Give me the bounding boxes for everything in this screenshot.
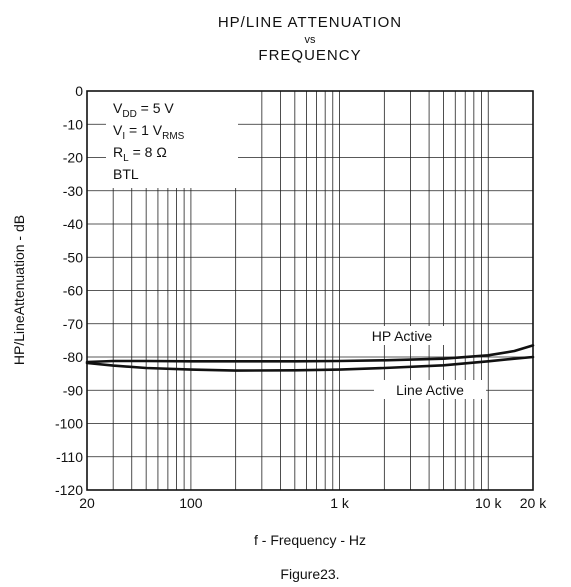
y-tick-label: -120 bbox=[55, 482, 83, 498]
x-tick-label: 20 bbox=[79, 495, 95, 511]
line-active-label-bg bbox=[374, 380, 486, 399]
x-tick-label: 10 k bbox=[475, 495, 502, 511]
y-tick-label: -40 bbox=[63, 216, 83, 232]
y-tick-label: -70 bbox=[63, 316, 83, 332]
x-tick-label: 100 bbox=[179, 495, 203, 511]
y-tick-label: -60 bbox=[63, 283, 83, 299]
chart-title-line-1: HP/LINE ATTENUATION bbox=[218, 14, 402, 31]
x-tick-label: 1 k bbox=[330, 495, 350, 511]
y-tick-labels: 0 -10 -20 -30 -40 -50 -60 -70 -80 -90 -100 -110 -120 bbox=[55, 83, 83, 498]
chart-title-line-2: vs bbox=[305, 34, 317, 46]
series-line-hp-active bbox=[85, 344, 535, 364]
x-tick-labels: 20 100 1 k 10 k 20 k bbox=[79, 495, 547, 511]
condition-line: RL = 8 Ω bbox=[113, 144, 167, 164]
series-label-hp-active: HP Active bbox=[372, 328, 433, 344]
y-axis-title: HP/LineAttenuation - dB bbox=[11, 215, 27, 365]
plot-frame bbox=[86, 90, 534, 491]
conditions-box bbox=[106, 91, 238, 188]
y-tick-label: -100 bbox=[55, 416, 83, 432]
chart-title-line-3: FREQUENCY bbox=[258, 47, 361, 64]
figure-caption: Figure23. bbox=[280, 566, 339, 582]
data-series bbox=[85, 344, 535, 372]
hp-active-label-bg bbox=[352, 326, 452, 345]
series-label-line-active: Line Active bbox=[396, 382, 464, 398]
y-tick-label: -90 bbox=[63, 382, 83, 398]
x-axis-title: f - Frequency - Hz bbox=[254, 532, 366, 548]
y-tick-label: -30 bbox=[63, 183, 83, 199]
condition-line: VDD = 5 V bbox=[113, 100, 174, 120]
x-tick-label: 20 k bbox=[520, 495, 547, 511]
y-tick-label: -20 bbox=[63, 150, 83, 166]
condition-line: BTL bbox=[113, 166, 139, 182]
y-tick-label: -50 bbox=[63, 249, 83, 265]
y-tick-label: 0 bbox=[75, 83, 83, 99]
condition-line: VI = 1 VRMS bbox=[113, 122, 185, 142]
y-tick-label: -110 bbox=[56, 449, 83, 465]
series-line-line-active bbox=[85, 355, 535, 372]
y-tick-label: -10 bbox=[63, 116, 83, 132]
y-tick-label: -80 bbox=[63, 349, 83, 365]
